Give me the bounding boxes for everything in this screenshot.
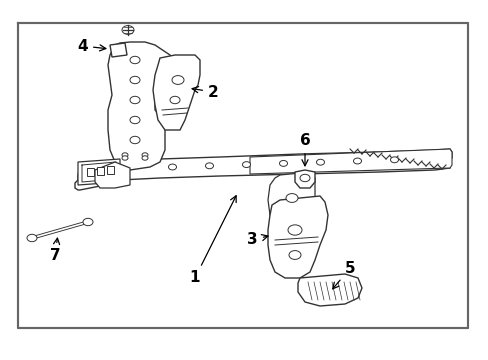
Polygon shape bbox=[294, 170, 314, 188]
Polygon shape bbox=[110, 43, 127, 57]
Polygon shape bbox=[75, 149, 451, 190]
Circle shape bbox=[353, 158, 361, 164]
Polygon shape bbox=[97, 167, 104, 175]
Circle shape bbox=[142, 156, 148, 160]
Circle shape bbox=[130, 116, 140, 124]
Circle shape bbox=[122, 26, 134, 35]
Circle shape bbox=[242, 162, 250, 167]
Polygon shape bbox=[87, 168, 94, 176]
Circle shape bbox=[130, 76, 140, 84]
Text: 6: 6 bbox=[299, 133, 310, 166]
Circle shape bbox=[285, 194, 297, 202]
Circle shape bbox=[279, 161, 287, 166]
Polygon shape bbox=[267, 196, 327, 278]
Circle shape bbox=[122, 156, 128, 160]
Polygon shape bbox=[108, 42, 175, 170]
Polygon shape bbox=[107, 166, 114, 174]
Circle shape bbox=[142, 153, 148, 157]
Polygon shape bbox=[297, 274, 361, 306]
Circle shape bbox=[27, 234, 37, 242]
Circle shape bbox=[168, 164, 176, 170]
Text: 1: 1 bbox=[189, 196, 236, 285]
Circle shape bbox=[287, 225, 302, 235]
Circle shape bbox=[83, 218, 93, 226]
Circle shape bbox=[288, 251, 301, 260]
Text: 4: 4 bbox=[77, 39, 105, 54]
Circle shape bbox=[316, 159, 324, 165]
Circle shape bbox=[172, 76, 183, 84]
Text: 5: 5 bbox=[332, 261, 355, 289]
Text: 3: 3 bbox=[247, 233, 267, 248]
Circle shape bbox=[122, 153, 128, 157]
Circle shape bbox=[205, 163, 213, 169]
Circle shape bbox=[390, 157, 398, 163]
Circle shape bbox=[299, 174, 309, 182]
Polygon shape bbox=[153, 55, 200, 130]
Polygon shape bbox=[95, 162, 130, 188]
Text: 7: 7 bbox=[50, 238, 60, 263]
Circle shape bbox=[130, 136, 140, 144]
Circle shape bbox=[130, 56, 140, 64]
Polygon shape bbox=[249, 149, 451, 174]
Polygon shape bbox=[267, 172, 314, 228]
Text: 2: 2 bbox=[192, 85, 218, 99]
Circle shape bbox=[170, 96, 180, 104]
Polygon shape bbox=[78, 159, 120, 185]
Circle shape bbox=[130, 96, 140, 104]
